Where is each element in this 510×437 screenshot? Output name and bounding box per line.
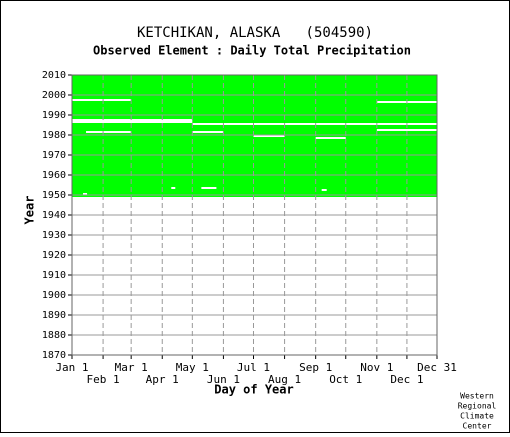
- x-tick-label: Jan 1: [55, 361, 88, 374]
- x-tick-label: Jul 1: [237, 361, 270, 374]
- x-tick-label: Dec 31: [417, 361, 457, 374]
- x-tick-label: Jun 1: [207, 373, 240, 386]
- y-tick-label: 1930: [42, 230, 66, 241]
- x-tick-label: May 1: [176, 361, 209, 374]
- x-tick-label: Oct 1: [329, 373, 362, 386]
- y-axis-label: Year: [23, 196, 37, 225]
- plot-frame: [71, 74, 438, 356]
- missing-data: [83, 193, 88, 195]
- y-tick-label: 1900: [42, 290, 66, 301]
- missing-data: [86, 131, 132, 133]
- missing-data: [192, 123, 437, 125]
- x-tick-label: Mar 1: [115, 361, 148, 374]
- footer-text: Climate: [460, 412, 494, 421]
- y-tick-label: 1960: [42, 170, 66, 181]
- missing-data: [72, 121, 193, 123]
- footer-text: Regional: [458, 402, 497, 411]
- y-tick-label: 1990: [42, 110, 66, 121]
- x-tick-label: Apr 1: [146, 373, 179, 386]
- x-tick-label: Nov 1: [360, 361, 393, 374]
- missing-data: [201, 187, 217, 189]
- missing-data: [315, 137, 346, 139]
- missing-data: [376, 129, 437, 131]
- x-tick-label: Sep 1: [299, 361, 332, 374]
- x-tick-label: Feb 1: [87, 373, 120, 386]
- chart-subtitle: Observed Element : Daily Total Precipita…: [93, 44, 411, 58]
- missing-data: [321, 189, 327, 191]
- y-tick-label: 1980: [42, 130, 66, 141]
- chart-title: KETCHIKAN, ALASKA (504590): [137, 25, 373, 41]
- missing-data: [72, 119, 193, 121]
- footer-text: Western: [460, 392, 494, 401]
- x-tick-label: Dec 1: [390, 373, 423, 386]
- y-tick-label: 1940: [42, 210, 66, 221]
- missing-data: [171, 187, 176, 189]
- y-tick-label: 1920: [42, 250, 66, 261]
- y-tick-label: 1890: [42, 310, 66, 321]
- y-tick-label: 1950: [42, 190, 66, 201]
- y-tick-label: 1970: [42, 150, 66, 161]
- missing-data: [192, 131, 224, 133]
- missing-data: [253, 135, 285, 137]
- y-tick-label: 2010: [42, 70, 66, 81]
- y-tick-label: 1880: [42, 330, 66, 341]
- x-tick-label: Aug 1: [268, 373, 301, 386]
- y-tick-label: 1870: [42, 350, 66, 361]
- y-tick-label: 2000: [42, 90, 66, 101]
- footer-text: Center: [463, 422, 492, 431]
- missing-data: [72, 99, 132, 101]
- x-axis-label: Day of Year: [214, 383, 293, 397]
- y-tick-label: 1910: [42, 270, 66, 281]
